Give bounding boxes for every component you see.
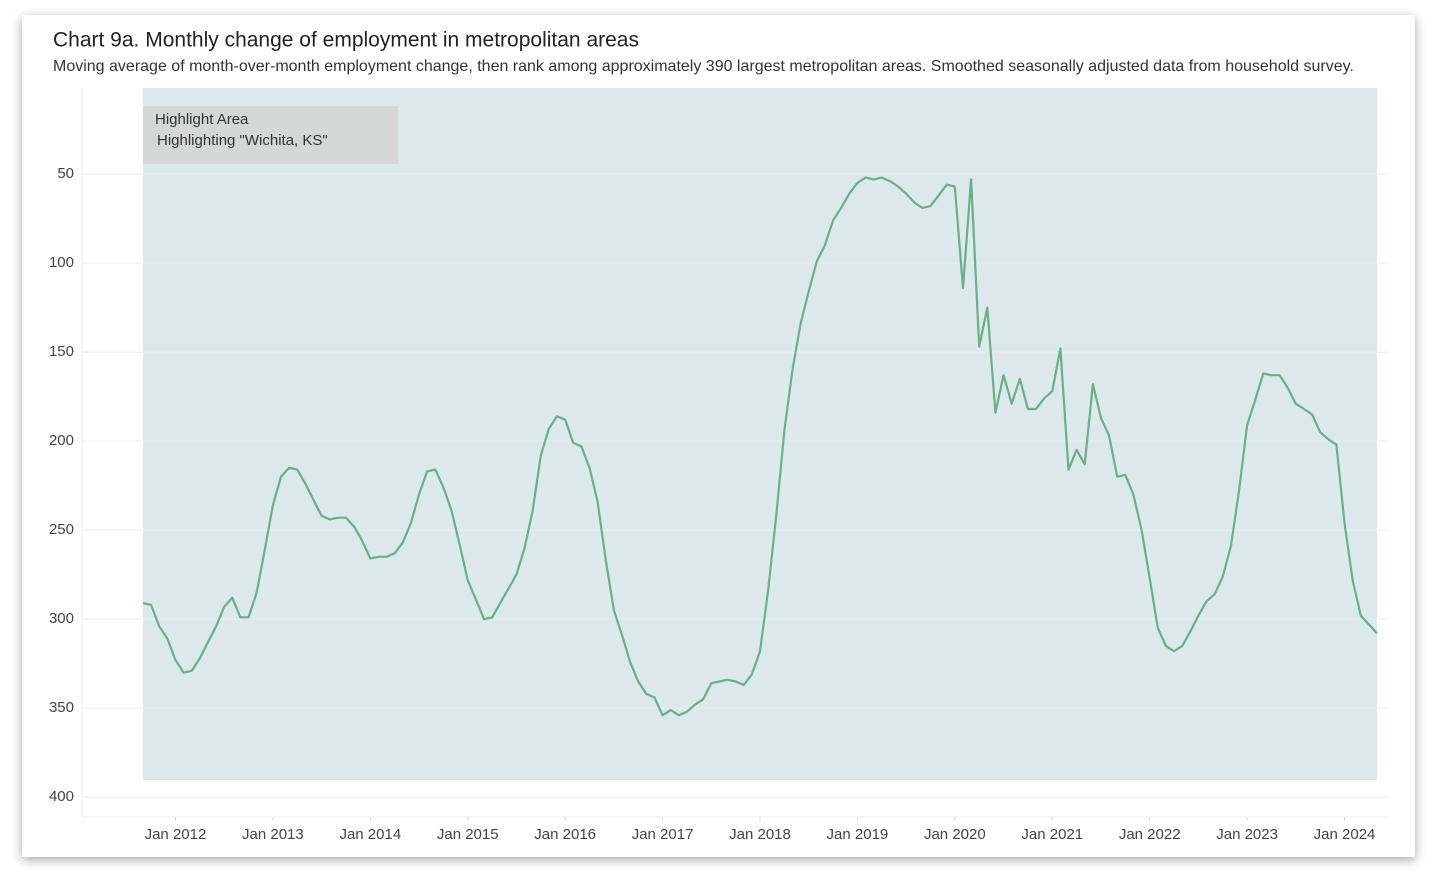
series-line <box>142 176 1378 717</box>
highlight-text: Highlighting "Wichita, KS" <box>157 132 328 149</box>
x-tick-label: Jan 2024 <box>1314 826 1376 843</box>
x-tick-label: Jan 2014 <box>339 826 401 843</box>
y-tick-label: 100 <box>49 254 74 271</box>
chart-subtitle: Moving average of month-over-month emplo… <box>53 58 1354 75</box>
y-tick-label: 150 <box>49 343 74 360</box>
y-tick-label: 200 <box>49 432 74 449</box>
background-band <box>143 88 1377 780</box>
y-tick-label: 50 <box>57 165 74 182</box>
x-tick-label: Jan 2016 <box>534 826 596 843</box>
grid <box>82 173 1388 798</box>
x-tick-label: Jan 2019 <box>827 826 889 843</box>
x-tick-label: Jan 2018 <box>729 826 791 843</box>
highlight-title: Highlight Area <box>155 111 249 128</box>
y-tick-label: 350 <box>49 699 74 716</box>
x-tick-label: Jan 2017 <box>632 826 694 843</box>
x-tick-label: Jan 2021 <box>1021 826 1083 843</box>
x-tick-label: Jan 2015 <box>437 826 499 843</box>
x-tick-label: Jan 2012 <box>145 826 207 843</box>
x-tick-label: Jan 2020 <box>924 826 986 843</box>
marks <box>142 176 1378 717</box>
x-tick-label: Jan 2023 <box>1216 826 1278 843</box>
chart-title: Chart 9a. Monthly change of employment i… <box>53 29 639 52</box>
x-tick-label: Jan 2022 <box>1119 826 1181 843</box>
y-tick-label: 400 <box>49 788 74 805</box>
y-tick-label: 250 <box>49 521 74 538</box>
y-tick-label: 300 <box>49 610 74 627</box>
x-tick-label: Jan 2013 <box>242 826 304 843</box>
highlight-box <box>143 106 398 164</box>
